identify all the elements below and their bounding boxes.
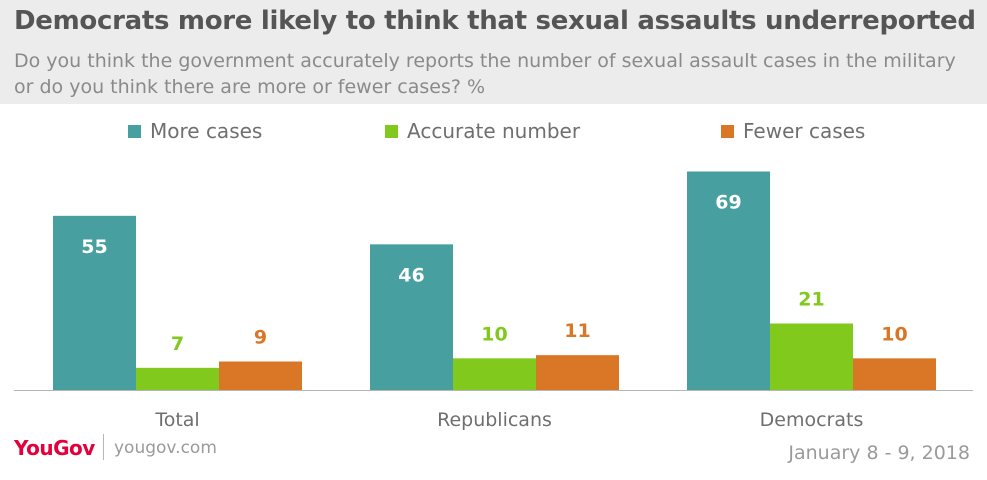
bar-more-cases-democrats — [687, 171, 770, 390]
bar-more-cases-republicans — [370, 244, 453, 390]
bar-fewer-cases-democrats — [853, 358, 936, 390]
legend-swatch-more-cases — [128, 124, 141, 138]
category-label-total: Total — [154, 409, 199, 431]
footer-divider — [103, 434, 104, 460]
data-label-fewer-cases-republicans: 11 — [564, 320, 590, 342]
data-label-accurate-number-republicans: 10 — [481, 323, 507, 345]
chart-subtitle: Do you think the government accurately r… — [14, 50, 956, 98]
bar-accurate-number-total — [136, 367, 219, 390]
footer-url: yougov.com — [114, 438, 217, 458]
legend-label-more-cases: More cases — [150, 119, 263, 143]
survey-date: January 8 - 9, 2018 — [788, 442, 970, 464]
bar-more-cases-total — [53, 215, 136, 390]
bar-fewer-cases-republicans — [536, 355, 619, 390]
legend-swatch-accurate-number — [385, 124, 398, 138]
legend-item-fewer-cases: Fewer cases — [721, 119, 865, 143]
data-label-more-cases-democrats: 69 — [715, 192, 741, 214]
data-label-more-cases-republicans: 46 — [398, 264, 424, 286]
yougov-logo: YouGov — [14, 436, 95, 460]
bar-accurate-number-democrats — [770, 323, 853, 390]
bar-fewer-cases-total — [219, 361, 302, 390]
data-label-fewer-cases-total: 9 — [254, 327, 267, 349]
data-label-more-cases-total: 55 — [81, 236, 107, 258]
data-label-accurate-number-democrats: 21 — [798, 289, 824, 311]
chart-header: Democrats more likely to think that sexu… — [0, 0, 987, 104]
category-label-democrats: Democrats — [760, 409, 864, 431]
category-label-republicans: Republicans — [437, 409, 552, 431]
legend-label-accurate-number: Accurate number — [407, 119, 581, 143]
chart-title: Democrats more likely to think that sexu… — [14, 6, 976, 36]
data-label-fewer-cases-democrats: 10 — [881, 323, 907, 345]
legend-item-more-cases: More cases — [128, 119, 262, 143]
legend-label-fewer-cases: Fewer cases — [743, 119, 866, 143]
legend-swatch-fewer-cases — [721, 124, 734, 138]
data-label-accurate-number-total: 7 — [171, 333, 184, 355]
legend-item-accurate-number: Accurate number — [385, 119, 580, 143]
bar-accurate-number-republicans — [453, 358, 536, 390]
